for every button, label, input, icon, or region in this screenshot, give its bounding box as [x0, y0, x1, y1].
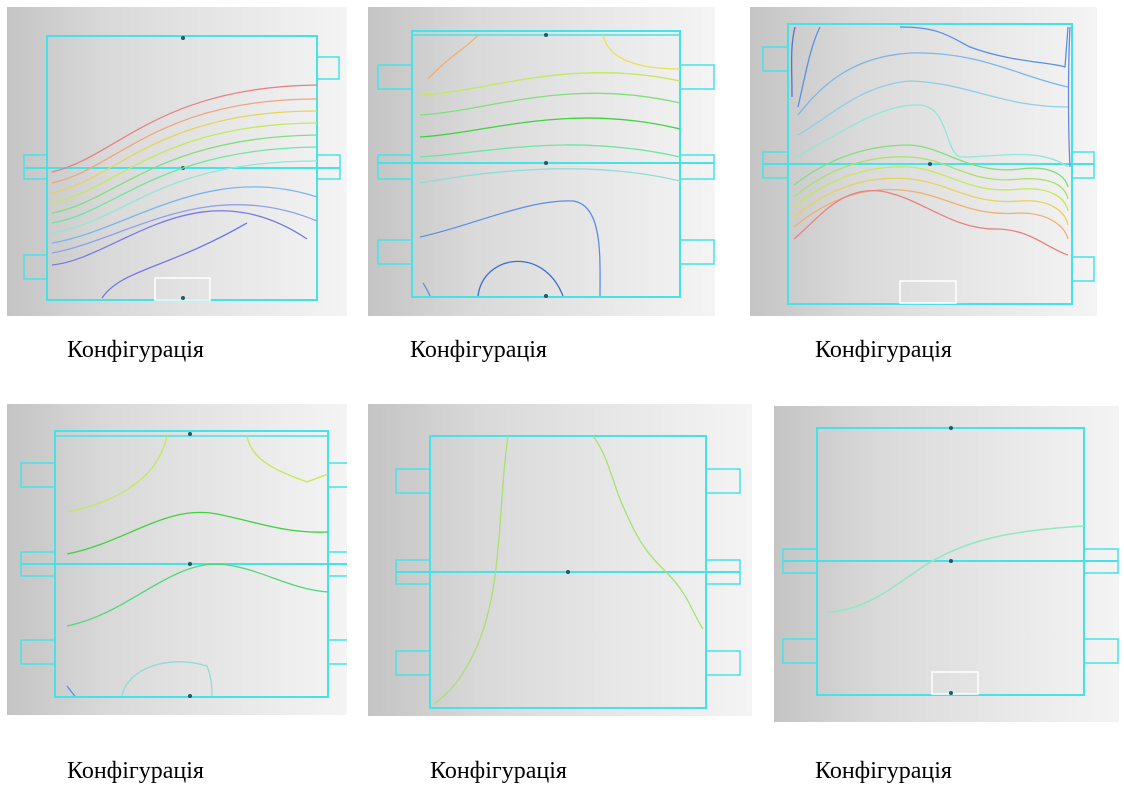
figure-1-caption: Конфігурація: [67, 337, 204, 363]
figure-5-panel: [368, 404, 752, 716]
figure-1-panel: [7, 7, 347, 316]
figure-3-caption: Конфігурація: [815, 337, 952, 363]
figure-4-panel: [7, 404, 347, 715]
figure-3-panel: [750, 7, 1097, 316]
figure-2-caption: Конфігурація: [410, 337, 547, 363]
figure-2-diagram: [377, 30, 715, 298]
figure-1-diagram: [23, 35, 341, 301]
figure-5-diagram: [395, 435, 741, 709]
figure-6-caption: Конфігурація: [815, 758, 952, 784]
figure-2-panel: [368, 7, 715, 316]
figure-6-panel: [774, 406, 1119, 722]
figure-6-diagram: [782, 426, 1119, 696]
figure-4-caption: Конфігурація: [67, 758, 204, 784]
figure-5-caption: Конфігурація: [430, 758, 567, 784]
figure-3-diagram: [762, 23, 1095, 305]
figure-4-diagram: [20, 430, 347, 698]
